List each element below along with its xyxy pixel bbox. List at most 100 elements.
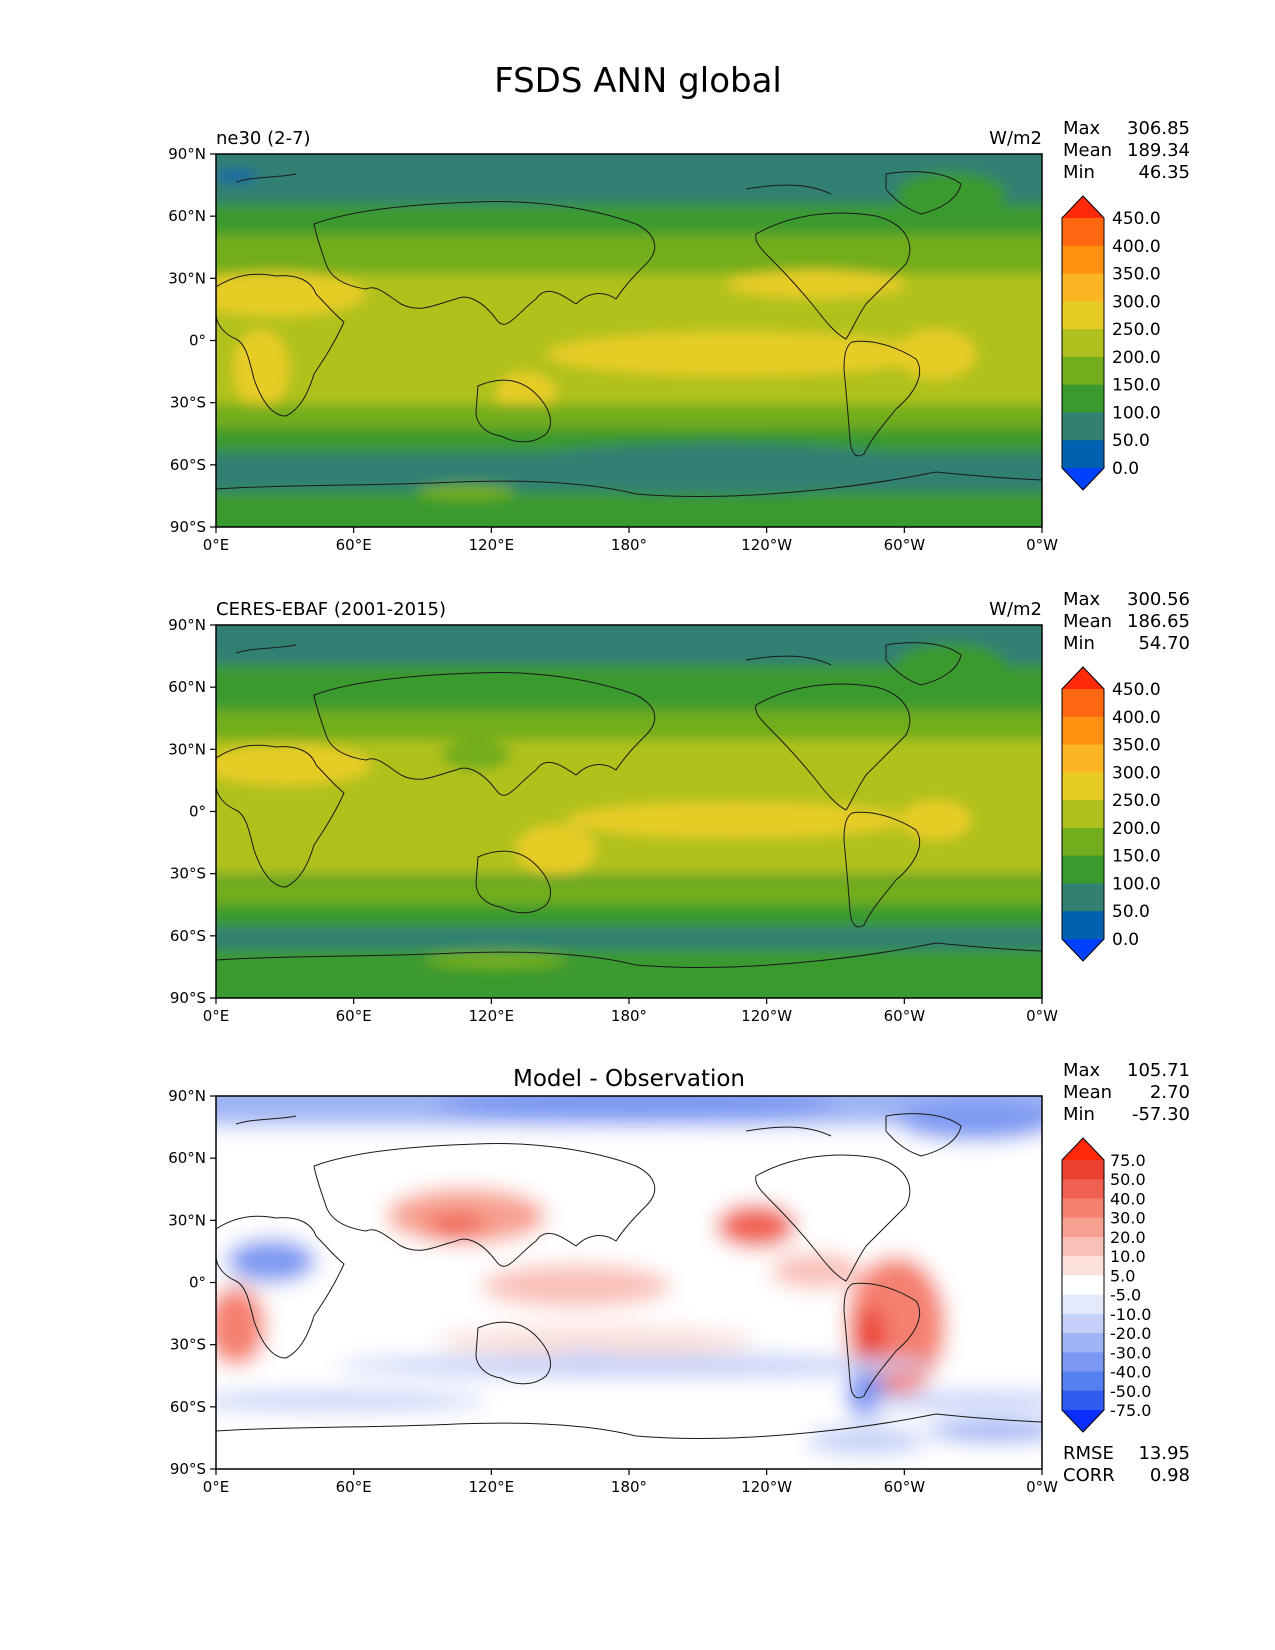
lon-tick-label: 60°E [336,1007,372,1025]
lon-tick-label: 0°E [203,1007,230,1025]
colorbar: 450.0 400.0 350.0 300.0 250.0 200.0 150.0 100.0… [1061,666,1161,962]
colorbar-label: 150.0 [1112,376,1161,396]
stat-name: Mean [1063,611,1112,632]
colorbar-extend-max [1062,667,1104,689]
colorbar-outline [1061,666,1105,962]
colorbar-outline [1061,1137,1105,1433]
stat-name: Min [1063,162,1095,183]
stat-value: 300.56 [1127,589,1190,610]
colorbar-label: -75.0 [1110,1401,1151,1420]
map-field [216,1096,1042,1469]
colorbar-label: 200.0 [1112,819,1161,839]
colorbar-label: 250.0 [1112,320,1161,340]
lat-tick-label: 90°N [168,145,206,163]
panel-observation [215,624,1043,999]
colorbar-level [1062,716,1104,746]
colorbar-level [1062,800,1104,829]
lat-tick-label: 60°S [170,456,206,474]
colorbar-label: 450.0 [1112,680,1161,700]
contour-fill [216,1096,1042,1469]
colorbar-label: 50.0 [1112,902,1150,922]
colorbar-label: 5.0 [1110,1266,1135,1285]
lat-tick-label: 30°S [170,865,206,883]
stat-name: Max [1063,1060,1101,1081]
lat-tick-label: 30°N [168,269,206,287]
lat-tick-label: 90°S [170,989,206,1007]
colorbar-label: 400.0 [1112,708,1161,728]
lat-tick-label: 60°S [170,927,206,945]
lat-tick-label: 30°S [170,394,206,412]
colorbar-label: 250.0 [1112,791,1161,811]
lon-tick-label: 120°E [469,1007,515,1025]
stat-name: Mean [1063,1082,1112,1103]
lon-tick-label: 120°W [741,1478,792,1496]
colorbar-level [1062,245,1104,275]
lat-tick-label: 30°N [168,740,206,758]
colorbar-level [1062,1256,1104,1276]
colorbar-label: 100.0 [1112,403,1161,423]
lat-tick-label: 60°S [170,1398,206,1416]
colorbar-label: -50.0 [1110,1382,1151,1401]
lon-tick-label: 0°W [1026,1007,1058,1025]
colorbar-level [1062,1371,1104,1392]
lon-tick-label: 180° [611,1478,647,1496]
stat-value: 105.71 [1127,1060,1190,1081]
lon-tick-label: 0°E [203,1478,230,1496]
panel-annotations: 90°N 60°N 30°N 0° 30°S 60°S 90°S0°E 60°E 120°E 18… [168,118,1190,554]
stat-value: 306.85 [1127,118,1190,139]
colorbar-label: 400.0 [1112,237,1161,257]
units-label: W/m2 [989,599,1042,620]
colorbar-level [1062,1160,1104,1180]
stat-value: 13.95 [1138,1443,1190,1464]
lon-tick-label: 0°E [203,536,230,554]
lat-tick-label: 0° [189,332,206,350]
colorbar-outline [1061,195,1105,491]
lon-tick-label: 180° [611,1007,647,1025]
lat-tick-label: 90°N [168,616,206,634]
colorbar-extend-max [1062,196,1104,218]
colorbar-level [1062,1333,1104,1353]
colorbar-extend-max [1062,1138,1104,1160]
lat-tick-label: 60°N [168,207,206,225]
panel-difference [215,1095,1043,1470]
colorbar-level [1062,911,1104,940]
colorbar-level [1062,329,1104,358]
stat-name: Mean [1063,140,1112,161]
colorbar-level [1062,689,1104,718]
colorbar-label: 300.0 [1112,763,1161,783]
lat-tick-label: 90°N [168,1087,206,1105]
colorbar-level [1062,1313,1104,1334]
lat-tick-label: 30°S [170,1336,206,1354]
stat-value: 2.70 [1150,1082,1190,1103]
colorbar-level [1062,1236,1104,1257]
colorbar-label: -40.0 [1110,1363,1151,1382]
lat-tick-label: 90°S [170,518,206,536]
lon-tick-label: 120°E [469,1478,515,1496]
lon-tick-label: 180° [611,536,647,554]
colorbar-level [1062,273,1104,302]
stat-name: Max [1063,118,1101,139]
colorbar-level [1062,883,1104,912]
stat-name: Min [1063,1104,1095,1125]
colorbar-extend-min [1062,1410,1104,1432]
colorbar-label: 75.0 [1110,1151,1146,1170]
colorbar-label: 200.0 [1112,348,1161,368]
lon-tick-label: 120°W [741,536,792,554]
contour-fill [216,625,1042,998]
lat-tick-label: 60°N [168,1149,206,1167]
lat-tick-label: 60°N [168,678,206,696]
lat-tick-label: 0° [189,1274,206,1292]
colorbar-level [1062,1390,1104,1411]
colorbar-label: -20.0 [1110,1324,1151,1343]
panel-label: ne30 (2-7) [216,128,311,149]
lat-tick-label: 90°S [170,1460,206,1478]
colorbar-label: -5.0 [1110,1286,1141,1305]
colorbar-label: 20.0 [1110,1228,1146,1247]
colorbar-label: 300.0 [1112,292,1161,312]
colorbar-extend-min [1062,468,1104,490]
panel-model [215,153,1043,528]
lat-tick-label: 30°N [168,1211,206,1229]
colorbar-level [1062,827,1104,857]
colorbar-level [1062,1217,1104,1238]
colorbar-level [1062,744,1104,773]
